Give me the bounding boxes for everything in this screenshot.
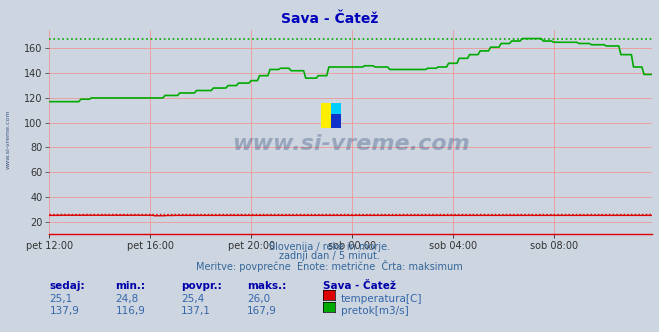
Text: 25,4: 25,4 — [181, 294, 204, 304]
Text: min.:: min.: — [115, 281, 146, 290]
Text: 137,9: 137,9 — [49, 306, 79, 316]
Bar — [331, 103, 341, 128]
Text: sedaj:: sedaj: — [49, 281, 85, 290]
Text: povpr.:: povpr.: — [181, 281, 222, 290]
Text: Slovenija / reke in morje.: Slovenija / reke in morje. — [269, 242, 390, 252]
Text: Sava - Čatež: Sava - Čatež — [281, 12, 378, 26]
Text: 116,9: 116,9 — [115, 306, 145, 316]
Text: temperatura[C]: temperatura[C] — [341, 294, 422, 304]
Text: 167,9: 167,9 — [247, 306, 277, 316]
Text: 24,8: 24,8 — [115, 294, 138, 304]
Bar — [321, 103, 331, 128]
Text: www.si-vreme.com: www.si-vreme.com — [5, 110, 11, 169]
Text: 137,1: 137,1 — [181, 306, 211, 316]
Text: 26,0: 26,0 — [247, 294, 270, 304]
Text: Sava - Čatež: Sava - Čatež — [323, 281, 396, 290]
Text: maks.:: maks.: — [247, 281, 287, 290]
Text: 25,1: 25,1 — [49, 294, 72, 304]
Text: Meritve: povprečne  Enote: metrične  Črta: maksimum: Meritve: povprečne Enote: metrične Črta:… — [196, 260, 463, 272]
Text: pretok[m3/s]: pretok[m3/s] — [341, 306, 409, 316]
Text: zadnji dan / 5 minut.: zadnji dan / 5 minut. — [279, 251, 380, 261]
Bar — [331, 114, 341, 128]
Text: www.si-vreme.com: www.si-vreme.com — [232, 134, 470, 154]
